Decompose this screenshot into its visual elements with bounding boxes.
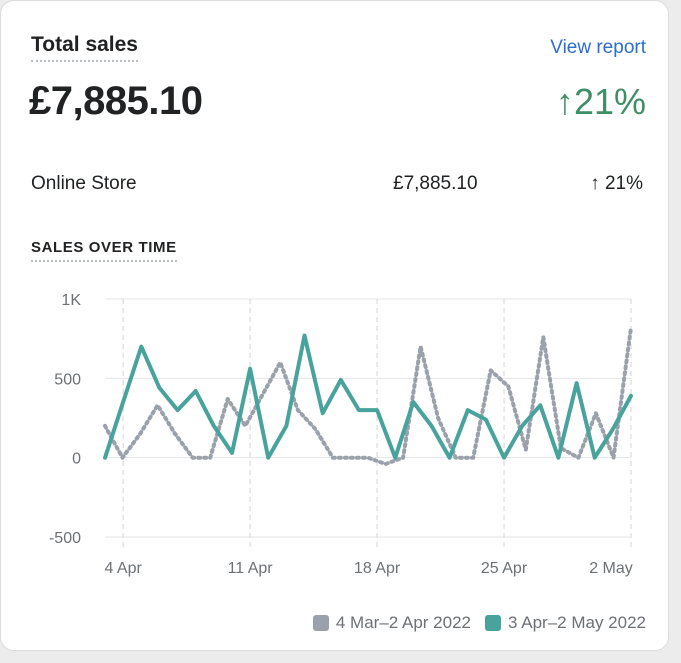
legend-swatch-current	[485, 615, 502, 631]
x-tick-label: 4 Apr	[104, 560, 142, 577]
legend-label-previous: 4 Mar–2 Apr 2022	[335, 613, 472, 632]
y-tick-label: 1K	[61, 292, 81, 309]
total-sales-value: £7,885.10	[29, 79, 203, 123]
chart-subtitle[interactable]: SALES OVER TIME	[31, 239, 177, 262]
breakdown-amount: £7,885.10	[393, 173, 478, 194]
series-previous-line[interactable]	[103, 325, 633, 466]
legend-swatch-previous	[312, 615, 329, 631]
y-tick-label: 0	[72, 451, 81, 468]
y-tick-label: -500	[49, 530, 81, 547]
total-change-badge: ↑21%	[555, 81, 646, 122]
x-tick-label: 25 Apr	[481, 560, 528, 577]
breakdown-change: ↑ 21%	[590, 173, 643, 194]
chart-legend: 4 Mar–2 Apr 2022 3 Apr–2 May 2022	[312, 613, 646, 633]
y-tick-label: 500	[54, 371, 81, 388]
card-title[interactable]: Total sales	[31, 33, 138, 62]
x-tick-label: 18 Apr	[354, 560, 401, 577]
x-tick-label: 2 May	[589, 560, 633, 577]
sales-over-time-chart[interactable]: 1K 500 0 -500 4 Apr 11 Apr 18 Apr 25 Apr 2 May	[1, 281, 661, 591]
total-sales-card: Total sales View report £7,885.10 ↑21% O…	[0, 0, 669, 651]
breakdown-label: Online Store	[31, 173, 137, 194]
series-current-line[interactable]	[103, 333, 633, 460]
view-report-link[interactable]: View report	[550, 37, 646, 58]
legend-label-current: 3 Apr–2 May 2022	[508, 613, 646, 632]
x-tick-label: 11 Apr	[228, 560, 274, 577]
legend-item-previous[interactable]: 4 Mar–2 Apr 2022	[312, 613, 472, 633]
legend-item-current[interactable]: 3 Apr–2 May 2022	[485, 613, 646, 633]
